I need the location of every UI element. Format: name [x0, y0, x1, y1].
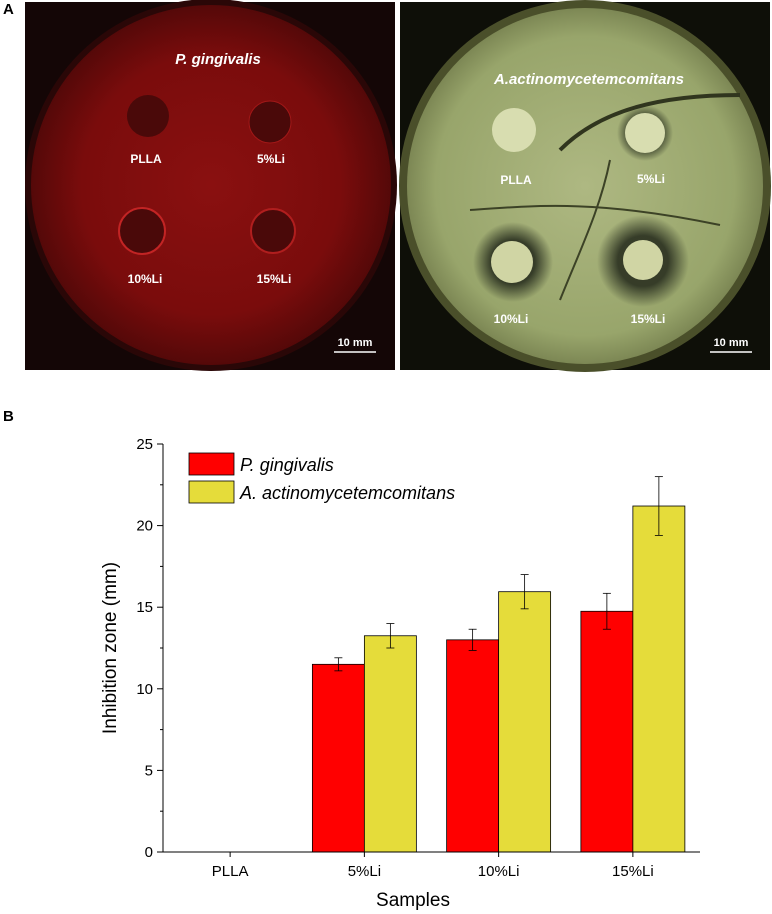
panel-b-label: B — [3, 408, 14, 425]
y-tick-label: 20 — [136, 518, 153, 535]
x-tick-label: 15%Li — [612, 863, 654, 880]
bar-chart: 0 5 10 15 20 25 PLLA 5%Li 10%Li 15%Li Samples In… — [100, 436, 700, 911]
plate-organism-label: A.actinomycetemcomitans — [493, 71, 684, 88]
bar-a-actinomycetemcomitans-1 — [363, 635, 417, 853]
y-tick-label: 10 — [136, 681, 153, 698]
y-tick-label: 15 — [136, 599, 153, 616]
plate-a-actinomycetemcomitans: A.actinomycetemcomitans PLLA 5%Li 10%Li … — [399, 0, 771, 372]
well-label-plla: PLLA — [500, 173, 532, 187]
panel-a-label: A — [3, 1, 14, 18]
bar-a-actinomycetemcomitans-2 — [498, 591, 552, 853]
y-axis-ticks: 0 5 10 15 20 25 — [136, 436, 163, 861]
bar-p-gingivalis-2 — [446, 639, 500, 853]
y-tick-label: 0 — [145, 844, 153, 861]
well-label-10li: 10%Li — [128, 272, 163, 286]
x-axis-ticks: PLLA 5%Li 10%Li 15%Li — [212, 852, 654, 880]
well-10li — [118, 207, 166, 255]
well-label-15li: 15%Li — [631, 312, 666, 326]
well-plla — [127, 95, 169, 137]
agar-crack — [469, 204, 721, 226]
bar-p-gingivalis-3 — [580, 610, 634, 853]
x-tick-label: 10%Li — [478, 863, 520, 880]
well-plla — [492, 108, 536, 152]
well-15li — [250, 208, 296, 254]
well-5li — [248, 100, 292, 144]
well-5li — [625, 113, 665, 153]
agar-surface — [407, 8, 763, 364]
y-tick-label: 25 — [136, 436, 153, 453]
x-tick-label: PLLA — [212, 863, 249, 880]
well-label-5li: 5%Li — [257, 152, 285, 166]
agar-crack — [559, 159, 611, 301]
scale-bar-label: 10 mm — [714, 337, 749, 349]
plate-organism-label: P. gingivalis — [175, 51, 261, 68]
legend-label-a-actinomycetemcomitans: A. actinomycetemcomitans — [239, 483, 455, 503]
well-10li — [491, 241, 533, 283]
well-15li — [623, 240, 663, 280]
error-bar-group — [334, 476, 663, 672]
legend-label-p-gingivalis: P. gingivalis — [240, 455, 334, 475]
well-label-5li: 5%Li — [637, 172, 665, 186]
well-label-15li: 15%Li — [257, 272, 292, 286]
bar-a-actinomycetemcomitans-3 — [632, 505, 686, 853]
bar-group — [311, 505, 686, 853]
y-tick-label: 5 — [145, 762, 153, 779]
legend-swatch-p-gingivalis — [188, 452, 235, 476]
y-axis-title: Inhibition zone (mm) — [100, 562, 121, 734]
scale-bar-label: 10 mm — [338, 337, 373, 349]
x-tick-label: 5%Li — [348, 863, 381, 880]
plate-p-gingivalis: P. gingivalis PLLA 5%Li 10%Li 15%Li 10 m… — [25, 0, 397, 371]
well-label-plla: PLLA — [130, 152, 162, 166]
legend: P. gingivalis A. actinomycetemcomitans — [188, 452, 455, 504]
bar-p-gingivalis-1 — [311, 663, 365, 853]
well-label-10li: 10%Li — [494, 312, 529, 326]
x-axis-title: Samples — [376, 890, 450, 911]
legend-swatch-a-actinomycetemcomitans — [188, 480, 235, 504]
agar-surface — [31, 5, 391, 365]
